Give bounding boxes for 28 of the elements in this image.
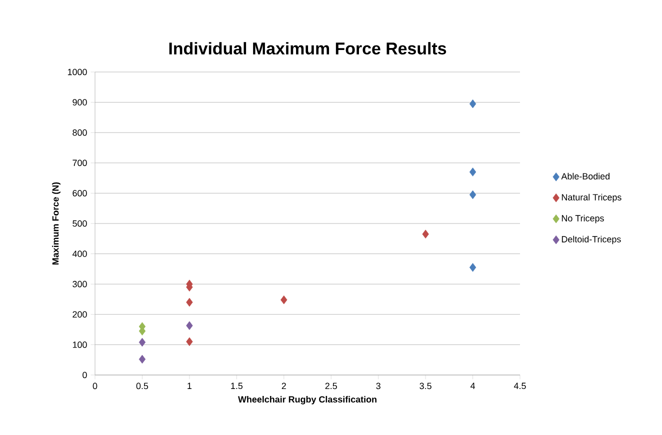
x-tick-label: 0 <box>92 382 98 390</box>
y-tick-label: 500 <box>72 220 87 227</box>
legend-label: Natural Triceps <box>562 194 622 202</box>
x-tick-label: 2 <box>282 382 286 390</box>
x-tick-label: 3 <box>376 382 380 390</box>
legend-label: Deltoid-Triceps <box>562 236 621 244</box>
x-tick-label: 2.5 <box>325 382 337 390</box>
x-tick-label: 0.5 <box>136 382 148 390</box>
y-tick-label: 300 <box>72 280 87 288</box>
x-axis-title: Wheelchair Rugby Classification <box>238 396 376 404</box>
x-tick-label: 4 <box>470 382 476 389</box>
y-tick-label: 700 <box>72 160 87 166</box>
x-tick-label: 4.5 <box>514 382 526 390</box>
y-tick-label: 0 <box>82 372 87 378</box>
y-tick-label: 100 <box>72 342 87 348</box>
y-axis-title: Maximum Force (N) <box>52 182 60 265</box>
y-tick-label: 900 <box>72 99 87 106</box>
chart-title: Individual Maximum Force Results <box>169 42 446 55</box>
y-tick-label: 400 <box>72 250 87 257</box>
y-tick-label: 1000 <box>68 68 87 76</box>
x-tick-label: 1 <box>188 382 192 389</box>
x-tick-label: 1.5 <box>231 382 243 390</box>
legend-label: No Triceps <box>562 214 604 224</box>
x-tick-label: 3.5 <box>420 382 432 390</box>
legend-label: Able-Bodied <box>561 172 610 180</box>
y-tick-label: 200 <box>72 311 87 318</box>
y-tick-label: 600 <box>72 190 87 196</box>
y-tick-label: 800 <box>72 129 87 136</box>
